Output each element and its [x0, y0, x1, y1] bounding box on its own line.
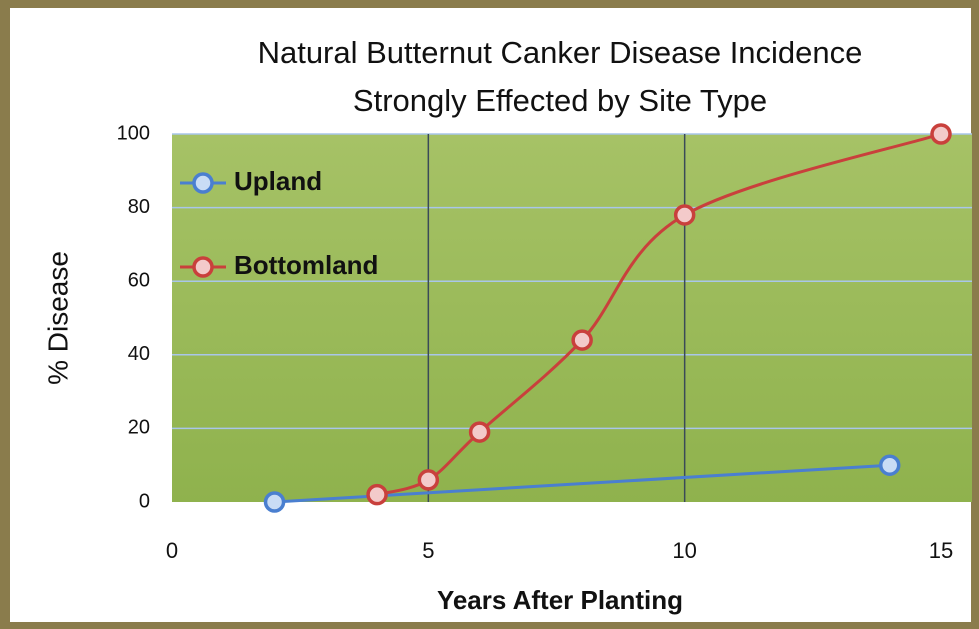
x-axis-label: Years After Planting — [437, 585, 683, 615]
legend-marker — [192, 256, 214, 278]
y-tick-label: 60 — [128, 269, 150, 291]
x-tick-label: 15 — [929, 538, 953, 563]
legend-marker — [192, 172, 214, 194]
data-point — [673, 204, 696, 226]
legend-label: Bottomland — [234, 250, 378, 280]
y-tick-label: 80 — [128, 196, 150, 218]
chart-title: Strongly Effected by Site Type — [353, 83, 767, 118]
x-tick-label: 10 — [672, 538, 696, 563]
y-axis-label: % Disease — [42, 251, 73, 385]
chart-title: Natural Butternut Canker Disease Inciden… — [258, 35, 863, 70]
legend-label: Upland — [234, 166, 322, 196]
data-point — [263, 491, 286, 513]
data-point — [930, 123, 952, 145]
y-tick-label: 100 — [117, 122, 150, 144]
y-tick-label: 0 — [139, 490, 150, 512]
data-point — [571, 329, 593, 351]
x-tick-label: 5 — [422, 538, 434, 563]
data-point — [878, 454, 901, 476]
plot-area — [172, 134, 972, 502]
data-point — [366, 483, 388, 506]
y-tick-label: 40 — [128, 343, 150, 365]
x-tick-label: 0 — [166, 538, 178, 563]
data-point — [468, 421, 491, 443]
y-tick-label: 20 — [128, 417, 150, 439]
data-point — [417, 469, 440, 491]
